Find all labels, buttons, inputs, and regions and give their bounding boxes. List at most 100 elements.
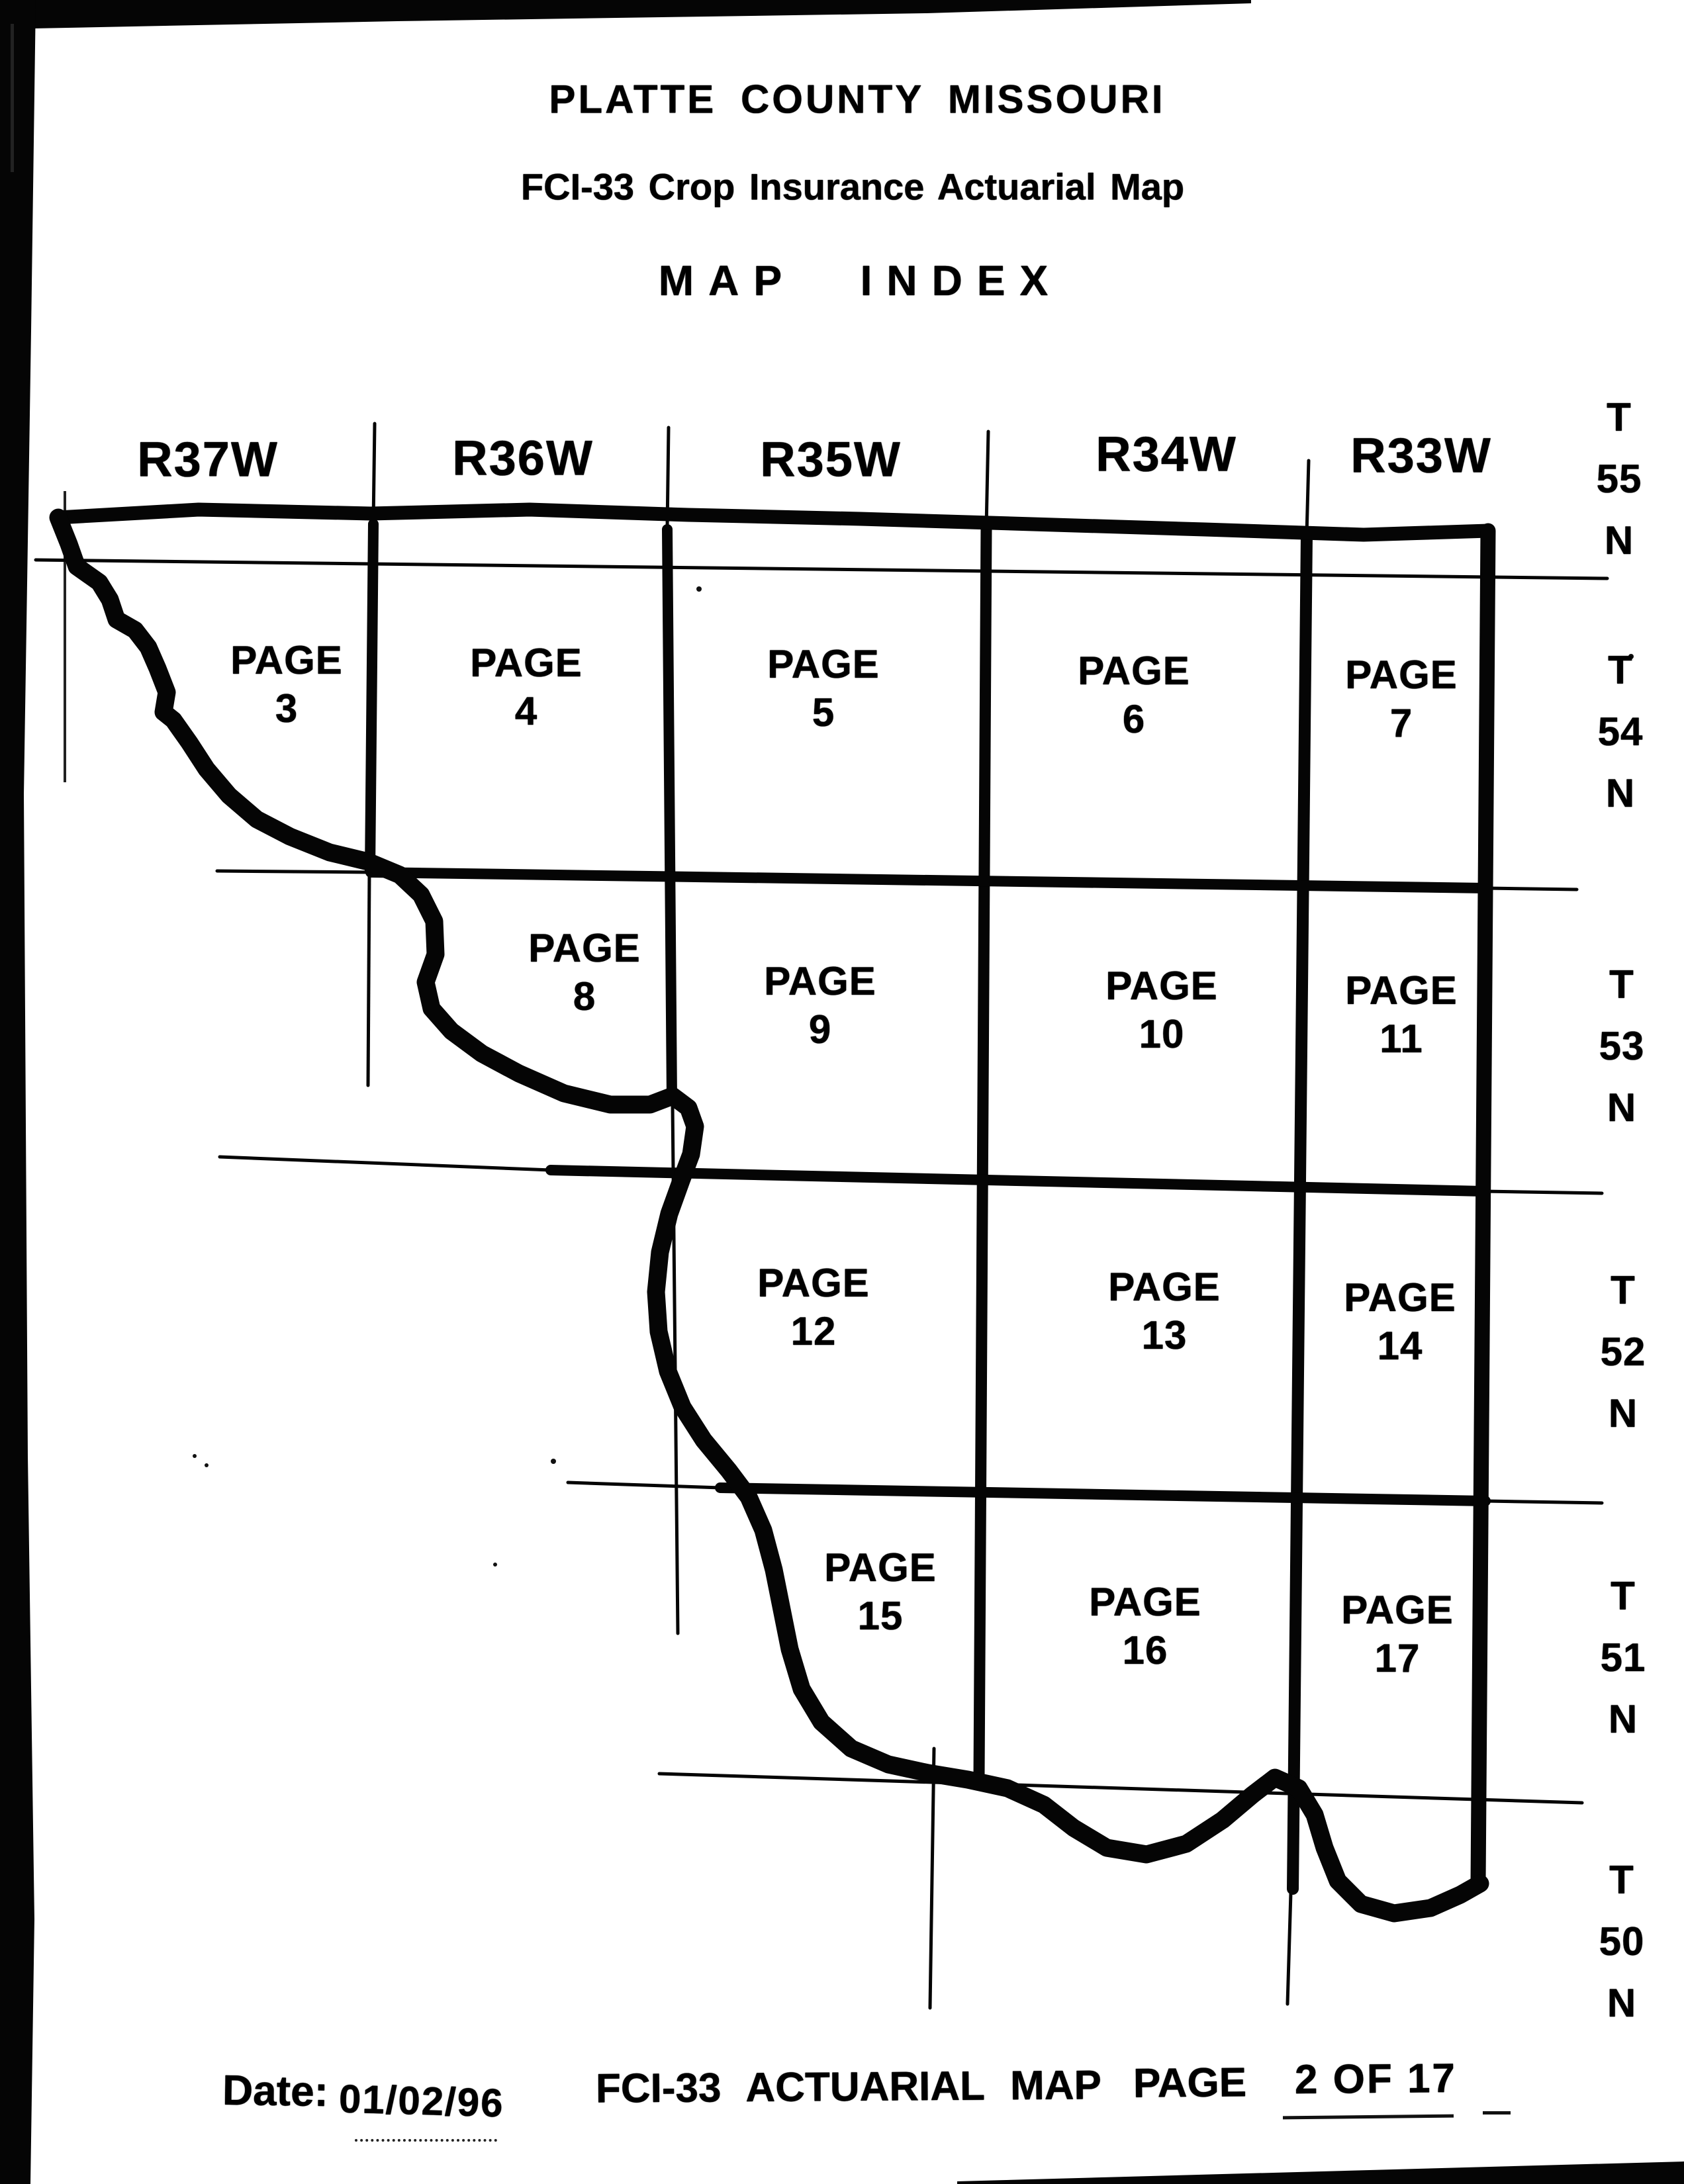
scan-artifact-bottom-bar xyxy=(957,2161,1684,2184)
page-cell-number: 14 xyxy=(1377,1324,1423,1368)
page-cell-word: PAGE xyxy=(767,642,880,686)
township-label-t50n: T 50 N xyxy=(1599,1849,1645,2034)
page-cell-4: PAGE 4 xyxy=(470,639,583,735)
page-subtitle: FCI-33 Crop Insurance Actuarial Map xyxy=(520,165,1185,208)
township-prefix: T xyxy=(1611,1574,1636,1618)
page-cell-word: PAGE xyxy=(470,641,583,685)
page-cell-word: PAGE xyxy=(1108,1265,1221,1309)
county-east-boundary xyxy=(1470,523,1496,1891)
township-suffix: N xyxy=(1607,1085,1637,1130)
township-suffix: N xyxy=(1608,1391,1638,1435)
township-line-t55-t54 xyxy=(34,558,1609,580)
township-number: 52 xyxy=(1600,1330,1646,1374)
page-cell-number: 12 xyxy=(790,1309,837,1353)
township-label-t54n: T 54 N xyxy=(1598,639,1644,824)
scan-artifact-left-strip xyxy=(0,0,36,2184)
township-line-tick xyxy=(1481,1189,1604,1195)
page-cell-number: 9 xyxy=(808,1007,832,1052)
township-number: 53 xyxy=(1599,1024,1645,1068)
scan-artifact-top-bar xyxy=(0,0,1251,29)
grid-line xyxy=(928,1747,936,2010)
page-cell-word: PAGE xyxy=(757,1261,870,1305)
township-number: 50 xyxy=(1599,1919,1645,1964)
page-cell-17: PAGE 17 xyxy=(1341,1586,1454,1682)
county-river-boundary xyxy=(49,508,1489,1923)
township-suffix: N xyxy=(1608,1697,1638,1741)
page-cell-word: PAGE xyxy=(1341,1588,1454,1632)
township-number: 55 xyxy=(1596,457,1642,501)
township-line-t54-t53 xyxy=(365,867,1491,893)
page-cell-number: 15 xyxy=(857,1594,904,1638)
page-cell-word: PAGE xyxy=(1089,1580,1201,1624)
page-cell-number: 13 xyxy=(1141,1313,1188,1357)
grid-lines-thick xyxy=(365,519,1491,1895)
page-cell-12: PAGE 12 xyxy=(757,1259,870,1355)
township-suffix: N xyxy=(1607,1981,1637,2025)
grid-vertical-r36-r35 xyxy=(662,524,677,1104)
page-cell-number: 5 xyxy=(812,690,835,735)
footer-date-value: 01/02/96 xyxy=(338,2076,505,2126)
page-cell-16: PAGE 16 xyxy=(1089,1578,1201,1674)
page-cell-word: PAGE xyxy=(1105,964,1218,1008)
page-cell-word: PAGE xyxy=(528,926,641,970)
page-cell-word: PAGE xyxy=(1345,653,1458,697)
footer-page-underline-short xyxy=(1483,2111,1511,2115)
township-label-t52n: T 52 N xyxy=(1601,1259,1646,1444)
page-cell-number: 11 xyxy=(1380,1017,1423,1061)
township-line-t51-t50 xyxy=(657,1772,1584,1805)
township-label-t55n: T 55 N xyxy=(1597,387,1642,571)
page-cell-number: 7 xyxy=(1389,701,1413,745)
grid-vertical-r34-r33 xyxy=(1287,530,1313,1895)
township-line-tick xyxy=(218,1155,553,1172)
township-number: 51 xyxy=(1600,1635,1646,1680)
township-prefix: T xyxy=(1609,1858,1634,1902)
page-cell-11: PAGE 11 xyxy=(1345,966,1458,1063)
scan-streak xyxy=(64,491,66,782)
township-label-t53n: T 53 N xyxy=(1599,954,1645,1138)
page-cell-number: 17 xyxy=(1374,1636,1421,1680)
page-cell-word: PAGE xyxy=(1344,1275,1456,1320)
scan-streak xyxy=(11,24,14,172)
footer-page-value: 2 OF 17 xyxy=(1294,2055,1458,2103)
township-prefix: T xyxy=(1609,962,1634,1007)
section-lines-thin xyxy=(34,422,1609,2010)
township-prefix: T xyxy=(1611,1268,1636,1312)
township-line-tick xyxy=(566,1480,722,1490)
page-cell-15: PAGE 15 xyxy=(824,1543,937,1640)
page-cell-13: PAGE 13 xyxy=(1108,1263,1221,1359)
grid-line xyxy=(1305,459,1311,537)
page-cell-9: PAGE 9 xyxy=(764,957,876,1054)
scan-specks xyxy=(193,586,1634,1567)
grid-vertical-r35-r34 xyxy=(973,522,992,1784)
grid-vertical-r37-r36 xyxy=(365,519,379,876)
township-line-t53-t52 xyxy=(545,1165,1488,1197)
township-line-tick xyxy=(1483,1499,1604,1505)
page-cell-word: PAGE xyxy=(824,1545,937,1590)
page-cell-number: 8 xyxy=(573,974,596,1019)
township-suffix: N xyxy=(1604,518,1634,563)
footer-page-label: PAGE xyxy=(1133,2060,1247,2107)
page-cell-word: PAGE xyxy=(230,638,343,682)
page-cell-word: PAGE xyxy=(1078,649,1190,693)
footer-date-label: Date: xyxy=(222,2066,329,2116)
township-label-t51n: T 51 N xyxy=(1601,1565,1646,1750)
page-cell-3: PAGE 3 xyxy=(230,636,343,733)
page-cell-word: PAGE xyxy=(764,959,876,1003)
township-prefix: T xyxy=(1607,395,1632,439)
page-cell-6: PAGE 6 xyxy=(1078,647,1190,743)
township-line-tick xyxy=(215,869,373,874)
range-label-r37w: R37W xyxy=(137,432,279,487)
township-line-t52-t51 xyxy=(715,1482,1491,1506)
township-prefix: T xyxy=(1608,648,1633,692)
grid-line xyxy=(984,430,990,529)
grid-line xyxy=(1286,1891,1293,2006)
page-cell-number: 6 xyxy=(1122,697,1146,741)
page-cell-number: 4 xyxy=(514,689,538,733)
range-label-r36w: R36W xyxy=(452,430,594,486)
footer-date-underline xyxy=(355,2139,497,2142)
map-index-heading: MAP INDEX xyxy=(658,257,1063,304)
page-cell-7: PAGE 7 xyxy=(1345,651,1458,747)
grid-line xyxy=(371,422,377,525)
